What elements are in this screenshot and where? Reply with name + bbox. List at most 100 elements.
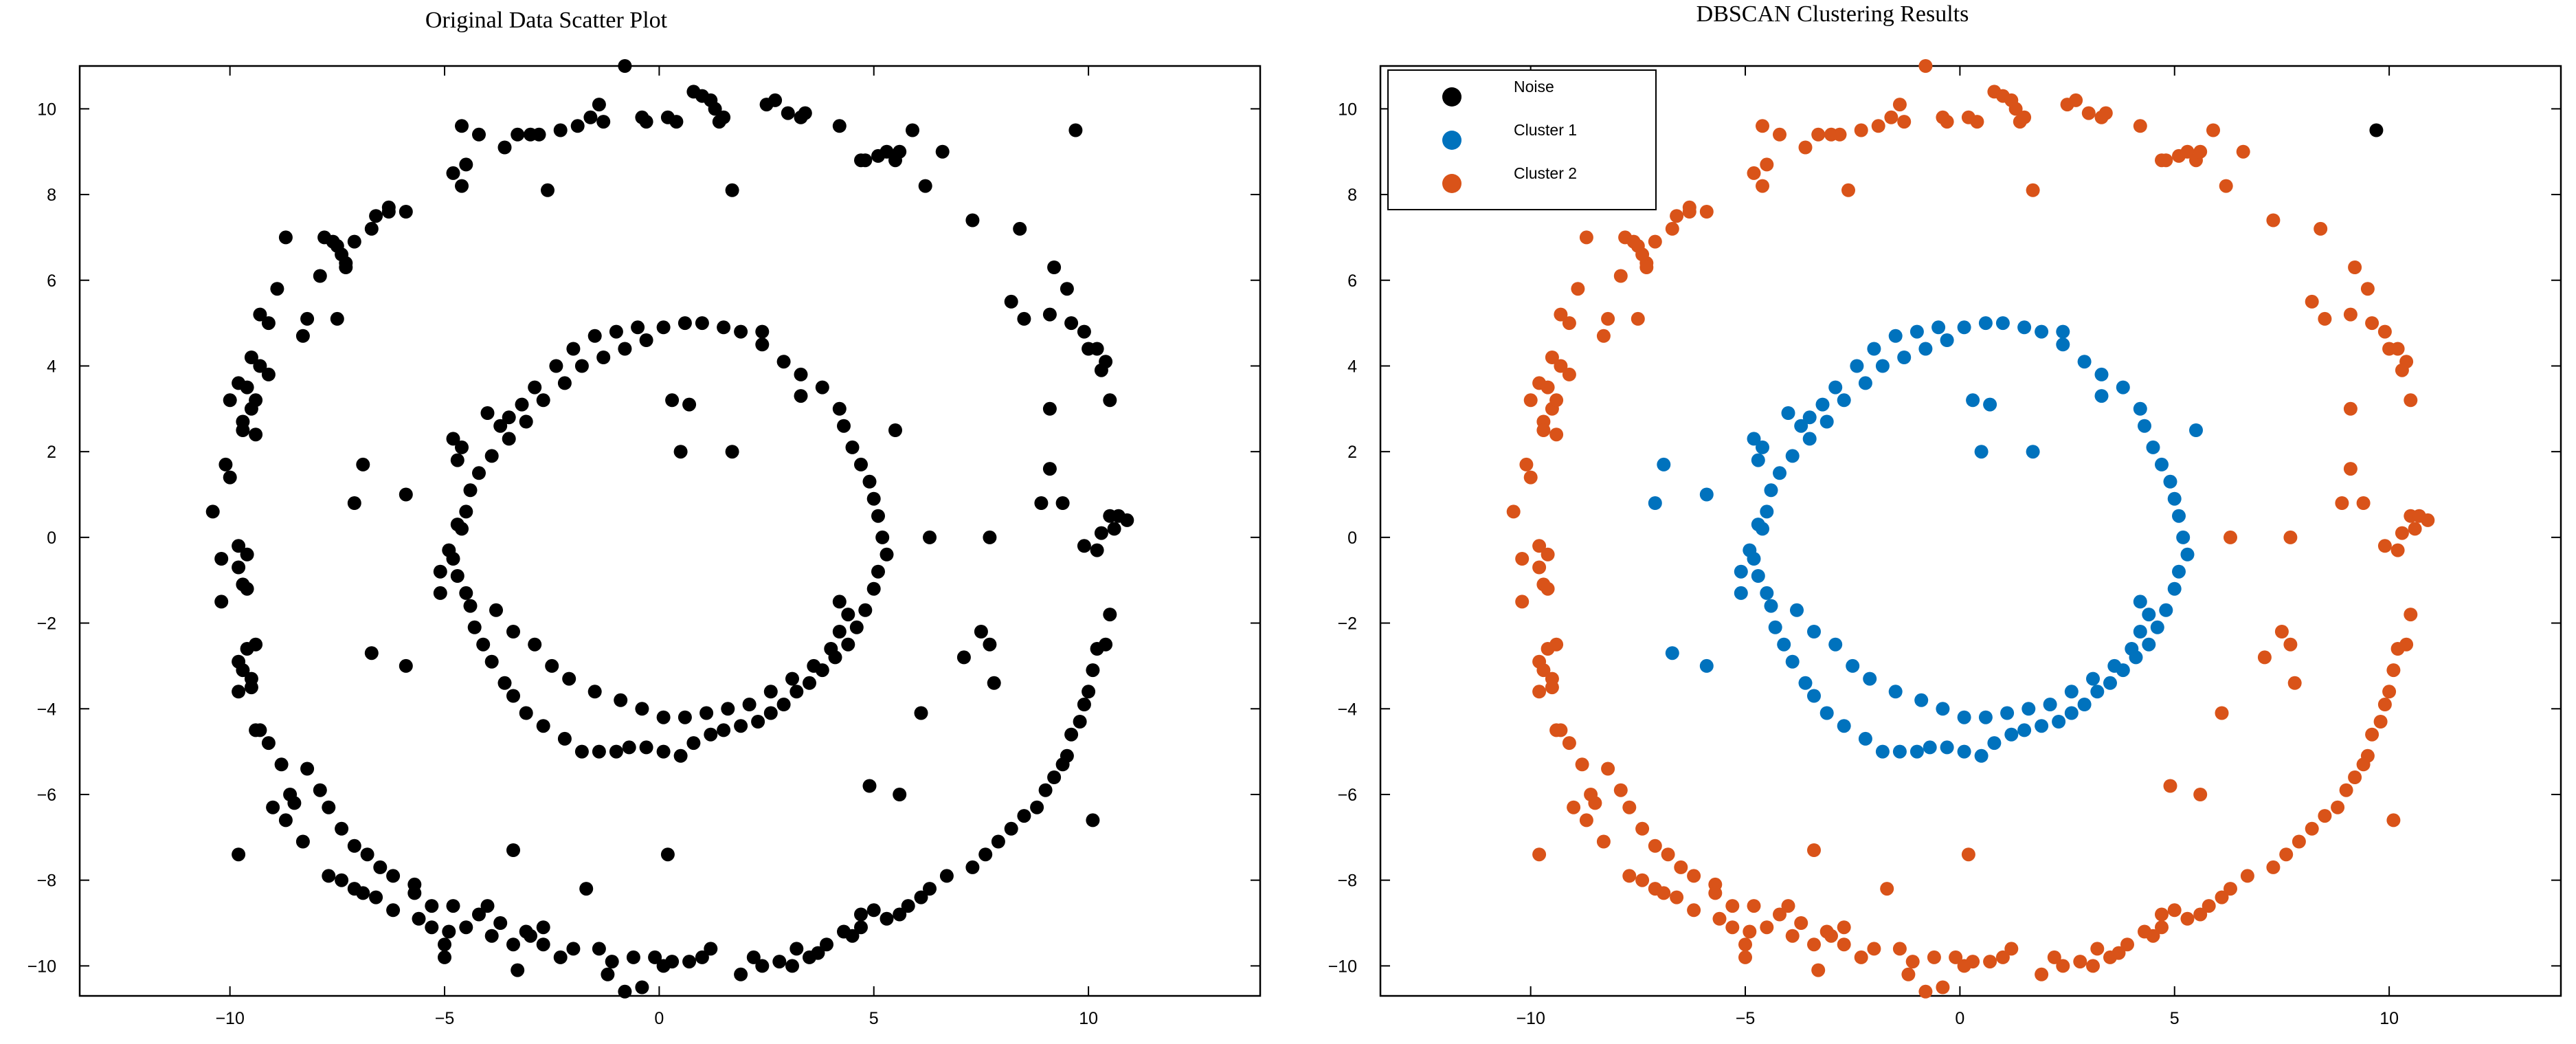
scatter-point-0-0-166 — [480, 899, 495, 913]
scatter-point-0-0-169 — [446, 899, 460, 913]
scatter-point-0-0-296 — [472, 466, 486, 480]
scatter-point-1-2-95 — [2360, 282, 2375, 296]
scatter-point-1-2-54 — [1773, 127, 1787, 142]
scatter-point-1-1-97 — [1850, 359, 1864, 373]
scatter-point-0-0-136 — [880, 911, 894, 926]
scatter-point-1-1-69 — [1756, 522, 1769, 536]
scatter-point-1-1-39 — [2180, 547, 2195, 562]
scatter-point-0-0-336 — [755, 324, 770, 339]
scatter-point-1-2-177 — [1635, 821, 1650, 836]
scatter-point-1-2-212 — [2215, 706, 2229, 720]
y-tick-label-1-0: −10 — [1328, 957, 1357, 976]
scatter-point-1-2-53 — [1756, 119, 1769, 133]
scatter-point-1-2-108 — [2395, 526, 2409, 540]
scatter-point-1-2-169 — [1747, 899, 1761, 913]
scatter-point-0-0-295 — [484, 449, 499, 463]
x-tick-label-0-1: −5 — [435, 1009, 455, 1028]
scatter-point-1-2-73 — [2008, 102, 2023, 116]
scatter-point-0-0-313 — [699, 706, 714, 720]
scatter-point-0-0-321 — [841, 608, 855, 622]
scatter-point-0-0-61 — [570, 119, 585, 133]
scatter-point-0-0-137 — [866, 903, 881, 918]
scatter-point-0-0-298 — [459, 504, 473, 519]
scatter-point-1-2-48 — [1682, 205, 1696, 219]
x-tick-label-1-4: 10 — [2379, 1009, 2399, 1028]
scatter-point-0-0-113 — [1103, 608, 1117, 622]
scatter-point-1-1-8 — [1768, 620, 1782, 634]
scatter-point-1-2-112 — [2421, 513, 2435, 527]
scatter-point-1-1-27 — [2052, 715, 2066, 729]
scatter-point-0-0-283 — [717, 320, 731, 335]
scatter-point-1-2-33 — [1579, 230, 1593, 245]
scatter-point-0-0-291 — [557, 376, 572, 390]
scatter-point-1-2-52 — [1760, 157, 1774, 172]
x-tick-label-0-2: 0 — [654, 1009, 664, 1028]
scatter-point-0-0-29 — [244, 351, 258, 364]
scatter-point-1-2-133 — [2215, 890, 2229, 904]
scatter-point-1-2-217 — [2283, 530, 2298, 544]
scatter-point-0-0-232 — [455, 440, 469, 454]
scatter-point-0-0-329 — [587, 329, 602, 343]
y-tick-label-0-3: −4 — [36, 700, 56, 719]
scatter-point-1-1-57 — [1940, 333, 1954, 347]
scatter-point-1-2-42 — [1639, 260, 1654, 274]
scatter-point-1-1-45 — [2146, 440, 2160, 454]
scatter-point-1-1-72 — [1734, 586, 1748, 600]
scatter-point-1-2-7 — [1541, 547, 1555, 562]
scatter-point-0-0-221 — [1017, 311, 1031, 326]
scatter-point-0-0-155 — [656, 959, 671, 973]
scatter-point-0-0-205 — [635, 980, 649, 995]
scatter-point-0-0-236 — [459, 586, 473, 600]
scatter-point-1-2-223 — [2386, 813, 2401, 828]
scatter-point-1-2-31 — [1562, 316, 1576, 331]
scatter-point-1-1-99 — [1888, 329, 1903, 343]
scatter-point-0-0-243 — [519, 706, 533, 720]
legend-label-cluster-1: Cluster 1 — [1514, 121, 1577, 139]
scatter-point-1-2-21 — [1541, 380, 1555, 395]
legend: Noise Cluster 1 Cluster 2 — [1387, 69, 1657, 210]
right-plot-area — [1379, 65, 2562, 997]
scatter-point-0-0-122 — [1055, 757, 1070, 772]
scatter-point-0-0-284 — [695, 316, 709, 331]
scatter-point-0-0-193 — [369, 890, 383, 904]
scatter-point-0-0-238 — [467, 620, 482, 634]
scatter-point-0-0-104 — [1042, 462, 1057, 476]
scatter-point-0-0-338 — [832, 595, 847, 609]
scatter-point-0-0-335 — [725, 445, 739, 459]
scatter-point-1-1-71 — [1734, 564, 1748, 579]
scatter-point-1-1-73 — [1790, 603, 1804, 617]
scatter-point-1-2-90 — [2219, 179, 2233, 193]
scatter-point-0-0-294 — [502, 432, 516, 446]
scatter-point-1-2-62 — [1884, 110, 1899, 124]
scatter-point-0-0-24 — [249, 427, 263, 442]
scatter-point-0-0-301 — [433, 564, 447, 579]
scatter-point-1-2-96 — [2365, 316, 2379, 331]
y-tick-label-1-5: 0 — [1347, 529, 1357, 548]
legend-marker-cluster-1 — [1442, 131, 1461, 150]
scatter-point-1-1-31 — [2103, 676, 2117, 690]
scatter-point-0-0-34 — [295, 329, 310, 343]
scatter-point-1-1-25 — [2017, 723, 2032, 737]
scatter-point-0-0-18 — [232, 847, 246, 862]
scatter-point-0-0-97 — [1077, 324, 1091, 339]
x-tick-label-1-2: 0 — [1955, 1009, 1964, 1028]
scatter-point-0-0-42 — [339, 260, 353, 274]
scatter-point-0-0-145 — [789, 942, 804, 956]
scatter-point-1-2-51 — [1756, 179, 1769, 193]
scatter-point-0-0-21 — [240, 380, 254, 395]
scatter-point-0-0-218 — [923, 530, 937, 544]
scatter-point-0-0-186 — [266, 800, 280, 814]
scatter-point-0-0-134 — [901, 899, 915, 913]
scatter-point-1-1-29 — [2077, 698, 2092, 711]
scatter-point-0-0-0 — [205, 504, 220, 519]
scatter-point-1-2-214 — [2283, 637, 2298, 652]
scatter-point-0-0-244 — [536, 719, 550, 733]
scatter-point-1-2-4 — [1515, 595, 1530, 609]
scatter-point-0-0-128 — [991, 834, 1005, 849]
scatter-point-1-1-18 — [1909, 744, 1924, 759]
scatter-point-1-1-49 — [2094, 367, 2109, 381]
scatter-point-1-1-104 — [1974, 445, 1989, 459]
scatter-point-0-0-326 — [528, 380, 542, 395]
scatter-point-0-0-299 — [455, 522, 469, 536]
scatter-point-1-2-220 — [2305, 294, 2319, 309]
